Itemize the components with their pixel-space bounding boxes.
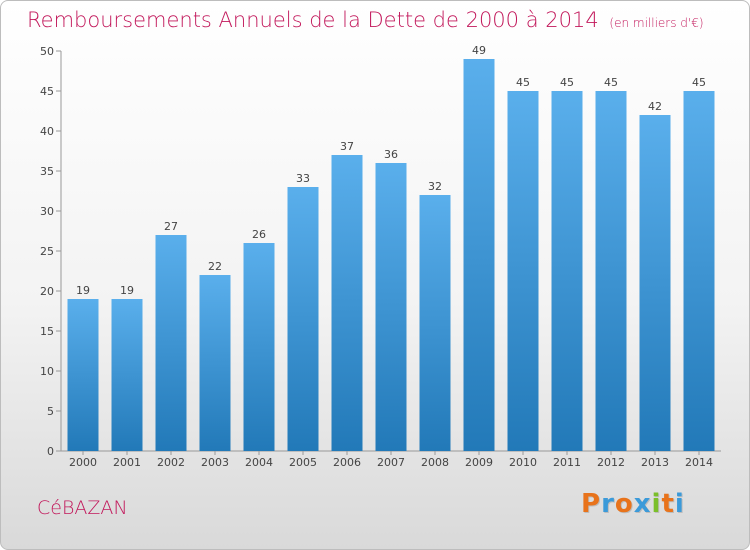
bar-value-label: 36 bbox=[384, 148, 398, 161]
bar bbox=[683, 91, 715, 451]
x-tick-label: 2007 bbox=[377, 456, 405, 469]
y-tick-label: 10 bbox=[40, 365, 54, 378]
y-tick-label: 50 bbox=[40, 45, 54, 58]
x-tick-label: 2002 bbox=[157, 456, 185, 469]
x-tick-label: 2014 bbox=[685, 456, 713, 469]
x-tick-label: 2003 bbox=[201, 456, 229, 469]
bar-value-label: 45 bbox=[692, 76, 706, 89]
y-tick-label: 40 bbox=[40, 125, 54, 138]
logo-letter: x bbox=[633, 489, 652, 519]
x-tick-label: 2012 bbox=[597, 456, 625, 469]
chart-labels: 19 2000 19 2001 27 2002 22 2003 26 2004 33 2005 37 20… bbox=[69, 44, 713, 469]
x-tick-label: 2006 bbox=[333, 456, 361, 469]
y-tick-label: 15 bbox=[40, 325, 54, 338]
logo-letter: i bbox=[674, 489, 685, 519]
x-tick-label: 2009 bbox=[465, 456, 493, 469]
bar bbox=[155, 235, 187, 451]
bar bbox=[287, 187, 319, 451]
y-tick-label: 0 bbox=[47, 445, 54, 458]
y-tick-label: 35 bbox=[40, 165, 54, 178]
bar bbox=[463, 59, 495, 451]
y-tick-label: 20 bbox=[40, 285, 54, 298]
bar bbox=[111, 299, 143, 451]
chart-unit-label: (en milliers d'€) bbox=[609, 16, 704, 30]
bar-value-label: 32 bbox=[428, 180, 442, 193]
logo-letter: r bbox=[601, 489, 615, 519]
y-tick-label: 30 bbox=[40, 205, 54, 218]
bar bbox=[419, 195, 451, 451]
x-tick-label: 2011 bbox=[553, 456, 581, 469]
bar bbox=[243, 243, 275, 451]
bar-value-label: 22 bbox=[208, 260, 222, 273]
commune-name: CéBAZAN bbox=[37, 497, 128, 519]
logo-letter: i bbox=[651, 489, 662, 519]
bar-value-label: 26 bbox=[252, 228, 266, 241]
logo-letter: t bbox=[661, 489, 675, 519]
logo-letter: P bbox=[581, 489, 602, 519]
y-tick-label: 45 bbox=[40, 85, 54, 98]
x-tick-label: 2000 bbox=[69, 456, 97, 469]
logo-letter: o bbox=[614, 489, 634, 519]
bar-value-label: 27 bbox=[164, 220, 178, 233]
chart-title: Remboursements Annuels de la Dette de 20… bbox=[27, 8, 704, 32]
bar-value-label: 42 bbox=[648, 100, 662, 113]
proxiti-logo: Proxiti bbox=[581, 489, 685, 519]
y-tick-label: 25 bbox=[40, 245, 54, 258]
bar-value-label: 45 bbox=[516, 76, 530, 89]
bar bbox=[199, 275, 231, 451]
y-tick-label: 5 bbox=[47, 405, 54, 418]
x-tick-label: 2013 bbox=[641, 456, 669, 469]
bar bbox=[595, 91, 627, 451]
bar bbox=[331, 155, 363, 451]
bar-value-label: 45 bbox=[604, 76, 618, 89]
bar bbox=[67, 299, 99, 451]
bar-value-label: 19 bbox=[76, 284, 90, 297]
chart-title-text: Remboursements Annuels de la Dette de 20… bbox=[27, 8, 599, 32]
bar-value-label: 49 bbox=[472, 44, 486, 57]
bar-value-label: 19 bbox=[120, 284, 134, 297]
bar bbox=[507, 91, 539, 451]
x-tick-label: 2008 bbox=[421, 456, 449, 469]
bar-value-label: 45 bbox=[560, 76, 574, 89]
bar bbox=[639, 115, 671, 451]
x-tick-label: 2005 bbox=[289, 456, 317, 469]
chart-bars bbox=[67, 59, 715, 451]
bar bbox=[551, 91, 583, 451]
x-tick-label: 2001 bbox=[113, 456, 141, 469]
bar bbox=[375, 163, 407, 451]
x-tick-label: 2004 bbox=[245, 456, 273, 469]
bar-value-label: 37 bbox=[340, 140, 354, 153]
x-tick-label: 2010 bbox=[509, 456, 537, 469]
bar-value-label: 33 bbox=[296, 172, 310, 185]
